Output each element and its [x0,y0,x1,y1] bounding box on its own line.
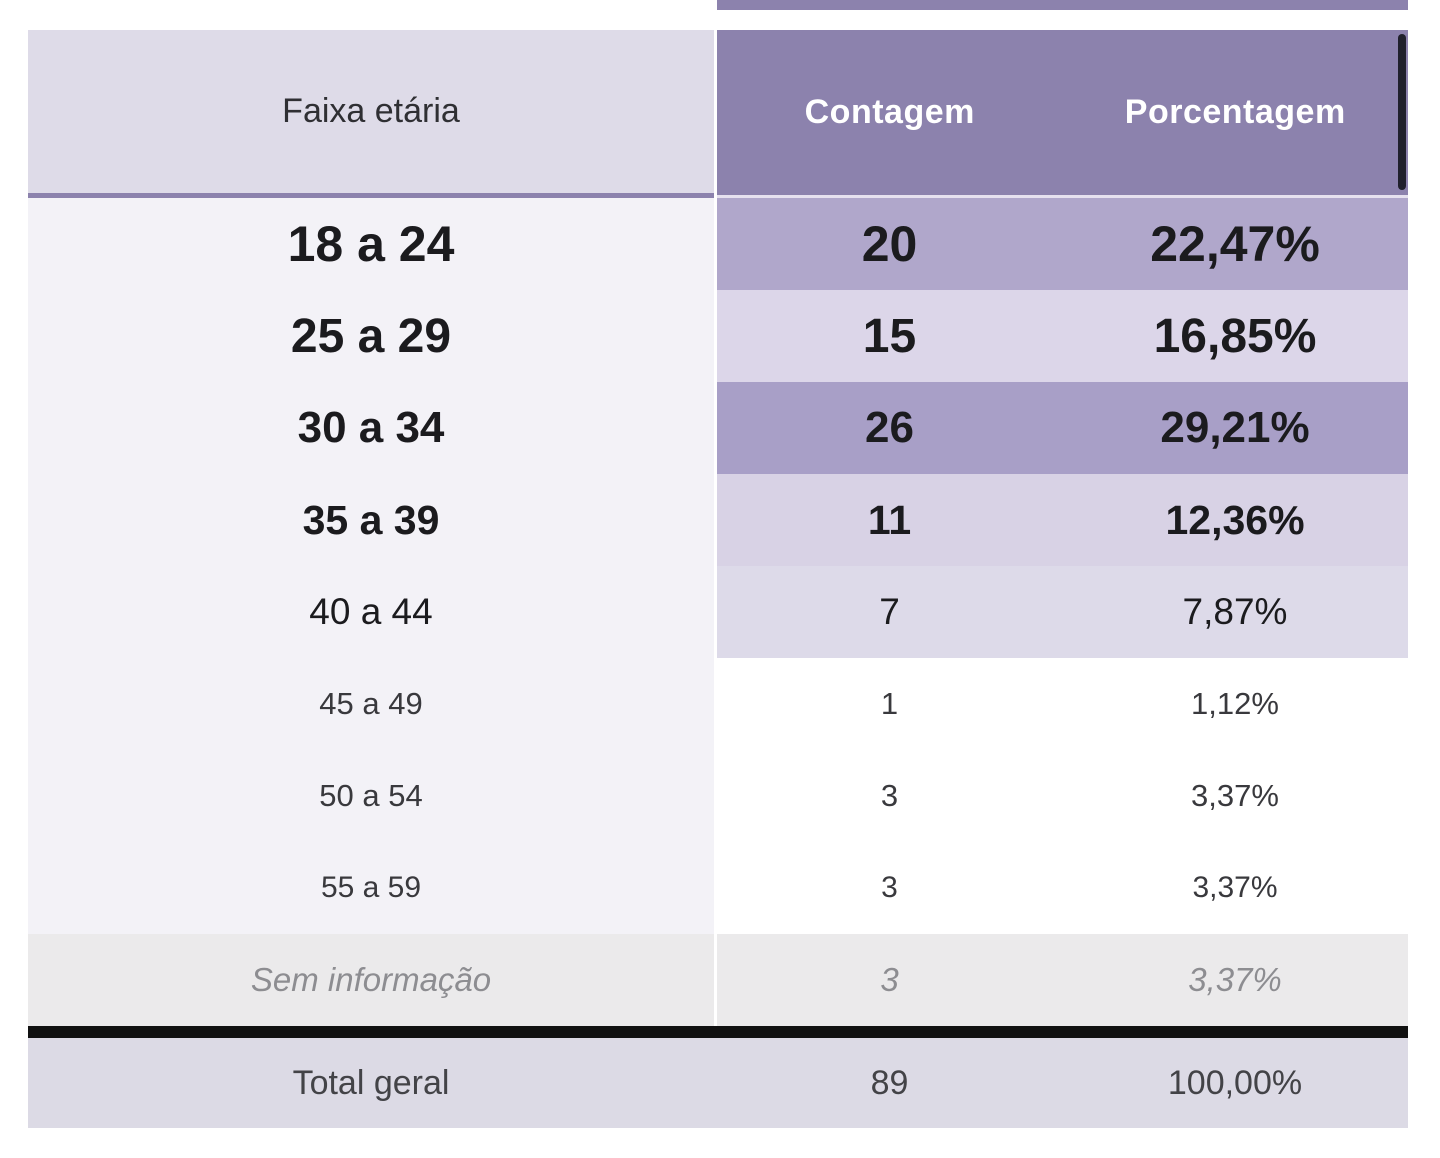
column-header-label: Contagem [804,93,975,131]
percentage-cell: 1,12% [1062,658,1408,750]
age-range-cell: 35 a 39 [28,474,714,566]
percentage-cell: 22,47% [1062,198,1408,290]
header-right-group: Contagem Porcentagem [717,30,1408,198]
age-range-cell: 50 a 54 [28,750,714,842]
age-range-cell: 40 a 44 [28,566,714,658]
age-range-cell: 18 a 24 [28,198,714,290]
age-range-cell: 30 a 34 [28,382,714,474]
table-row[interactable]: 55 a 59 3 3,37% [28,842,1408,934]
total-count: 89 [870,1063,909,1102]
percentage-cell: 3,37% [1062,842,1408,934]
total-label: Total geral [292,1063,450,1102]
count-cell: 20 [717,198,1062,290]
total-percentage: 100,00% [1167,1063,1303,1102]
table-row[interactable]: 18 a 24 20 22,47% [28,198,1408,290]
percentage-cell: 3,37% [1062,934,1408,1026]
age-range-cell: 55 a 59 [28,842,714,934]
column-header-label: Faixa etária [282,92,460,130]
column-header-contagem[interactable]: Contagem [717,30,1063,195]
age-range-cell: Sem informação [28,934,714,1026]
count-cell: 7 [717,566,1062,658]
table-row[interactable]: 45 a 49 1 1,12% [28,658,1408,750]
age-range-cell: 45 a 49 [28,658,714,750]
column-header-label: Porcentagem [1124,93,1346,131]
total-label-cell: Total geral [28,1038,714,1128]
age-range-cell: 25 a 29 [28,290,714,382]
percentage-cell: 3,37% [1062,750,1408,842]
vertical-scrollbar[interactable] [1398,34,1406,190]
count-cell: 3 [717,750,1062,842]
table-row[interactable]: 40 a 44 7 7,87% [28,566,1408,658]
table-body: 18 a 24 20 22,47% 25 a 29 15 16,85% 30 a… [28,198,1408,1026]
percentage-cell: 12,36% [1062,474,1408,566]
percentage-cell: 16,85% [1062,290,1408,382]
column-header-faixa-etaria[interactable]: Faixa etária [28,30,714,198]
table-row[interactable]: 25 a 29 15 16,85% [28,290,1408,382]
cropped-row-strip [717,0,1408,10]
percentage-cell: 7,87% [1062,566,1408,658]
total-count-cell: 89 [717,1038,1062,1128]
total-percentage-cell: 100,00% [1062,1038,1408,1128]
total-row: Total geral 89 100,00% [28,1038,1408,1128]
total-divider [28,1026,1408,1038]
table-row[interactable]: 50 a 54 3 3,37% [28,750,1408,842]
table-row[interactable]: 35 a 39 11 12,36% [28,474,1408,566]
count-cell: 3 [717,934,1062,1026]
count-cell: 26 [717,382,1062,474]
count-cell: 11 [717,474,1062,566]
table-row[interactable]: 30 a 34 26 29,21% [28,382,1408,474]
age-distribution-table: Faixa etária Contagem Porcentagem 18 a 2… [28,30,1408,1128]
table-header-row: Faixa etária Contagem Porcentagem [28,30,1408,198]
table-row[interactable]: Sem informação 3 3,37% [28,934,1408,1026]
column-header-porcentagem[interactable]: Porcentagem [1063,30,1409,195]
count-cell: 3 [717,842,1062,934]
count-cell: 15 [717,290,1062,382]
count-cell: 1 [717,658,1062,750]
percentage-cell: 29,21% [1062,382,1408,474]
